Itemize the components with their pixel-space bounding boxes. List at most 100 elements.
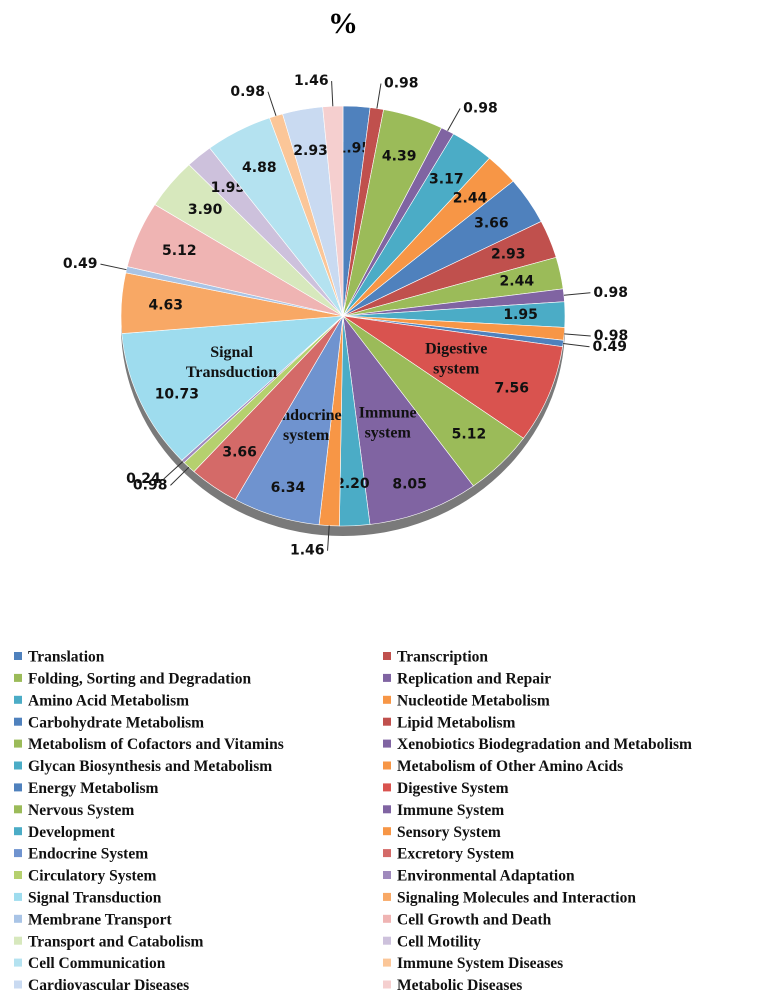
pie-slice bbox=[342, 315, 563, 439]
legend-swatch bbox=[383, 717, 391, 726]
data-label: 3.90 bbox=[188, 202, 223, 218]
slice-annotation-line: system bbox=[433, 360, 480, 377]
legend-label: Endocrine System bbox=[28, 846, 148, 863]
data-label: 1.95 bbox=[503, 307, 538, 323]
data-label: 8.05 bbox=[392, 476, 427, 492]
legend-label: Circulatory System bbox=[28, 868, 157, 885]
data-label: 4.63 bbox=[148, 298, 183, 314]
legend-label: Xenobiotics Biodegradation and Metabolis… bbox=[397, 736, 692, 753]
legend-label: Signaling Molecules and Interaction bbox=[397, 889, 636, 906]
pie-slice bbox=[322, 105, 344, 317]
legend-swatch bbox=[14, 892, 22, 901]
slice-annotation-line: Signal bbox=[210, 344, 253, 361]
slice-annotation: Digestive system bbox=[425, 340, 487, 377]
legend-label: Excretory System bbox=[397, 846, 514, 863]
legend-swatch bbox=[383, 936, 391, 945]
legend-swatch bbox=[14, 914, 22, 923]
data-label: 1.46 bbox=[294, 73, 329, 89]
data-label: 5.12 bbox=[452, 426, 487, 442]
legend-label: Metabolism of Other Amino Acids bbox=[397, 758, 623, 775]
data-label: 3.66 bbox=[474, 216, 509, 232]
slice-annotation: Endocrine system bbox=[271, 407, 342, 444]
data-label: 0.98 bbox=[594, 328, 629, 344]
slice-annotation-line: Immune bbox=[359, 404, 417, 421]
data-label: 2.44 bbox=[453, 191, 488, 207]
legend-label: Cell Growth and Death bbox=[397, 911, 552, 928]
legend-label: Sensory System bbox=[397, 824, 501, 841]
slice-annotation-line: system bbox=[283, 427, 330, 444]
legend-swatch bbox=[14, 717, 22, 726]
legend-swatch bbox=[14, 827, 22, 836]
data-label: 0.98 bbox=[463, 101, 498, 117]
legend-label: Cardiovascular Diseases bbox=[28, 977, 189, 992]
leader-line bbox=[376, 83, 382, 109]
legend-swatch bbox=[383, 783, 391, 792]
legend-label: Signal Transduction bbox=[28, 889, 162, 906]
leader-line bbox=[331, 81, 334, 107]
data-label: 1.46 bbox=[290, 543, 325, 559]
data-label: 7.56 bbox=[494, 381, 529, 397]
legend-swatch bbox=[383, 871, 391, 879]
leader-line bbox=[564, 333, 591, 337]
legend-label: Metabolism of Cofactors and Vitamins bbox=[28, 736, 284, 753]
slice-annotation: Signal Transduction bbox=[186, 344, 277, 381]
slice-annotation-line: system bbox=[365, 424, 412, 441]
leader-line bbox=[447, 108, 461, 132]
leader-line bbox=[327, 525, 330, 551]
data-label: 10.73 bbox=[155, 386, 199, 402]
legend-swatch bbox=[14, 739, 22, 748]
data-label: 3.66 bbox=[222, 445, 257, 461]
slice-annotation-line: Endocrine bbox=[271, 407, 342, 424]
legend-swatch bbox=[14, 761, 22, 770]
data-label: 5.12 bbox=[162, 243, 197, 259]
legend-swatch bbox=[14, 871, 22, 879]
legend-label: Immune System Diseases bbox=[397, 955, 563, 972]
leader-line bbox=[170, 466, 190, 486]
legend-swatch bbox=[14, 980, 22, 989]
legend-swatch bbox=[14, 652, 22, 660]
leader-line bbox=[563, 292, 591, 296]
legend-label: Transcription bbox=[397, 649, 488, 666]
legend-label: Nervous System bbox=[28, 802, 134, 819]
legend-swatch bbox=[14, 695, 22, 704]
legend-swatch bbox=[383, 892, 391, 901]
slice-annotation: Immune system bbox=[359, 404, 417, 441]
legend-swatch bbox=[14, 783, 22, 792]
legend-label: Glycan Biosynthesis and Metabolism bbox=[28, 758, 272, 775]
slice-annotation-line: Digestive bbox=[425, 340, 487, 357]
chart-title: % bbox=[328, 7, 358, 40]
legend-swatch bbox=[383, 958, 391, 967]
data-label: 1.95 bbox=[337, 140, 372, 156]
legend-swatch bbox=[383, 652, 391, 660]
data-label: 0.98 bbox=[230, 84, 265, 100]
data-label: 0.98 bbox=[593, 285, 628, 301]
leader-line bbox=[563, 342, 590, 348]
data-label: 4.88 bbox=[242, 160, 277, 176]
legend-label: Replication and Repair bbox=[397, 670, 551, 687]
data-label: 2.44 bbox=[500, 274, 535, 290]
data-label: 2.20 bbox=[335, 476, 370, 492]
legend-swatch bbox=[383, 849, 391, 858]
legend-label: Transport and Catabolism bbox=[28, 933, 203, 950]
legend-label: Environmental Adaptation bbox=[397, 868, 575, 885]
data-label: 0.49 bbox=[593, 339, 628, 355]
legend-swatch bbox=[383, 673, 391, 682]
legend-label: Amino Acid Metabolism bbox=[28, 692, 189, 709]
legend-label: Translation bbox=[28, 649, 105, 666]
legend-swatch bbox=[383, 914, 391, 923]
leader-line bbox=[267, 91, 277, 116]
leader-line bbox=[163, 461, 184, 480]
legend-swatch bbox=[14, 673, 22, 682]
legend-label: Folding, Sorting and Degradation bbox=[28, 670, 251, 687]
pie-slice bbox=[342, 314, 474, 525]
legend-label: Immune System bbox=[397, 802, 504, 819]
legend-swatch bbox=[383, 739, 391, 748]
leader-line bbox=[100, 263, 127, 271]
legend-label: Nucleotide Metabolism bbox=[397, 692, 550, 709]
data-label: 6.34 bbox=[271, 480, 306, 496]
legend-label: Cell Motility bbox=[397, 933, 481, 950]
data-label: 0.98 bbox=[133, 477, 168, 493]
data-label: 0.24 bbox=[126, 471, 161, 487]
legend-label: Membrane Transport bbox=[28, 911, 172, 928]
